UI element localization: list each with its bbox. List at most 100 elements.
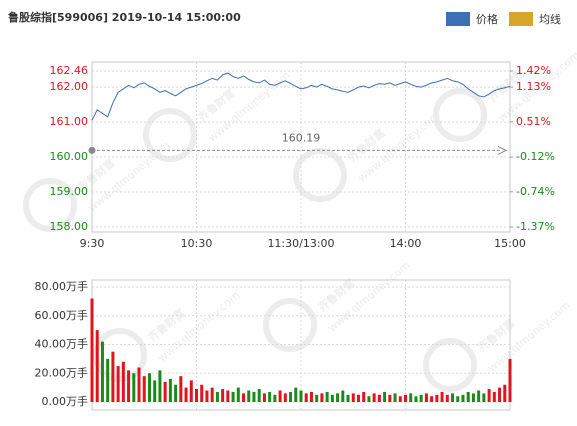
volume-bar: [424, 393, 428, 402]
y-tick-label: 20.00万手: [35, 365, 89, 379]
legend-label: 价格: [476, 12, 498, 26]
volume-bar: [341, 390, 345, 402]
reference-label: 160.19: [282, 131, 321, 144]
volume-bar: [503, 384, 507, 402]
legend-swatch: [509, 12, 533, 26]
y-tick-label: 160.00: [50, 150, 89, 163]
volume-bar: [174, 384, 178, 402]
volume-bar: [351, 393, 355, 402]
y-tick-label: 60.00万手: [35, 308, 89, 322]
volume-bar: [419, 394, 423, 402]
volume-bar: [283, 393, 287, 402]
x-tick-label: 9:30: [80, 237, 105, 250]
y-tick-label: 80.00万手: [35, 279, 89, 293]
volume-bar: [461, 394, 465, 402]
volume-bar: [372, 393, 376, 402]
volume-bar: [273, 394, 277, 402]
volume-bar: [262, 393, 266, 402]
legend-label: 均线: [539, 12, 561, 26]
volume-bar: [278, 390, 282, 402]
volume-bar: [205, 390, 209, 402]
volume-bar: [377, 394, 381, 402]
volume-bar: [153, 380, 157, 402]
watermark-logo: [423, 338, 477, 392]
volume-bar: [398, 396, 402, 402]
volume-bar: [404, 394, 407, 402]
volume-bar: [304, 393, 308, 402]
volume-bar: [498, 387, 502, 402]
volume-bar: [132, 373, 136, 402]
volume-bar: [440, 391, 444, 402]
y-tick-label: 40.00万手: [35, 337, 89, 351]
volume-bar: [435, 394, 439, 402]
watermark-logo: [433, 88, 487, 142]
y-tick-label: 162.00: [50, 80, 89, 93]
volume-bar: [320, 393, 324, 402]
volume-bar: [477, 390, 481, 402]
volume-bar: [466, 391, 470, 402]
volume-bar: [210, 387, 214, 402]
volume-bar: [127, 370, 131, 402]
volume-bar: [168, 379, 172, 402]
x-tick-label: 15:00: [494, 237, 526, 250]
y-tick-label: 161.00: [50, 115, 89, 128]
volume-bar: [414, 396, 418, 402]
reference-arrow: [497, 145, 508, 155]
y2-tick-label: -0.12%: [516, 150, 555, 163]
volume-bar: [221, 389, 225, 402]
x-tick-label: 11:30/13:00: [267, 237, 334, 250]
volume-bar: [336, 393, 340, 402]
volume-bar: [215, 391, 219, 402]
chart-title: 鲁股综指[599006] 2019-10-14 15:00:00: [8, 10, 241, 24]
y-tick-label: 159.00: [50, 185, 89, 198]
volume-bar: [142, 376, 146, 402]
reference-dot: [88, 146, 96, 154]
y-tick-label: 0.00万手: [42, 394, 89, 408]
volume-bar: [195, 389, 198, 402]
volume-bar: [482, 393, 486, 402]
volume-bar: [184, 387, 188, 402]
volume-bar: [299, 390, 303, 402]
volume-bar: [100, 341, 104, 402]
volume-bar: [309, 391, 313, 402]
volume-bar: [189, 380, 193, 402]
volume-bar: [179, 376, 183, 402]
volume-bar: [430, 396, 434, 402]
y2-tick-label: 1.42%: [516, 64, 551, 77]
volume-bar: [383, 391, 387, 402]
y2-tick-label: 1.13%: [516, 80, 551, 93]
volume-bar: [252, 391, 256, 402]
volume-bar: [294, 387, 298, 402]
volume-bar: [346, 394, 350, 402]
y2-tick-label: -0.74%: [516, 185, 555, 198]
volume-bar: [121, 361, 125, 402]
y-tick-label: 162.46: [50, 64, 89, 77]
volume-bar: [325, 391, 329, 402]
y2-tick-label: -1.37%: [516, 220, 555, 233]
volume-bar: [236, 387, 240, 402]
volume-bar: [116, 366, 120, 402]
volume-bar: [137, 367, 141, 402]
watermark-logo: [263, 298, 317, 352]
volume-bar: [508, 358, 512, 402]
watermark-logo: [293, 148, 347, 202]
volume-bar: [226, 390, 230, 402]
volume-bar: [471, 393, 475, 402]
volume-bar: [242, 393, 246, 402]
volume-bar: [95, 330, 99, 402]
volume-bar: [147, 373, 151, 402]
y-tick-label: 158.00: [50, 220, 89, 233]
volume-bar: [163, 381, 167, 402]
y2-tick-label: 0.51%: [516, 115, 551, 128]
legend-swatch: [446, 12, 470, 26]
volume-bar: [231, 391, 235, 402]
volume-bar: [451, 393, 455, 402]
price-line: [91, 72, 511, 121]
x-tick-label: 10:30: [181, 237, 213, 250]
volume-bar: [90, 298, 94, 402]
watermark-logo: [23, 178, 77, 232]
volume-bar: [200, 384, 204, 402]
volume-bar: [315, 394, 319, 402]
volume-bar: [289, 391, 293, 402]
volume-bar: [111, 351, 115, 402]
